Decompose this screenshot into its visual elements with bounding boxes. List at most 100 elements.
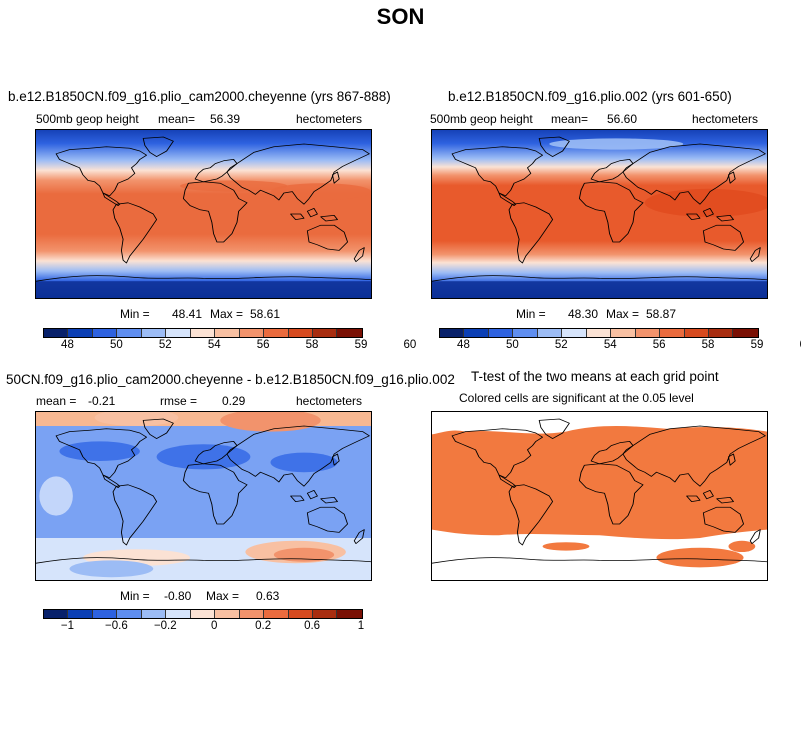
colorbar-swatch xyxy=(513,329,538,337)
colorbar-tick-label: −1 xyxy=(60,620,75,632)
colorbar-swatch xyxy=(239,610,265,618)
colorbar-tick-label: 52 xyxy=(554,339,568,351)
panel1-field xyxy=(36,130,371,298)
colorbar-swatch xyxy=(117,329,142,337)
panel3-field-feature xyxy=(156,444,251,470)
colorbar-tick-label: 60 xyxy=(800,339,801,351)
colorbar-swatch xyxy=(337,610,362,618)
panel3-field-feature xyxy=(59,441,140,461)
panel3-field-feature xyxy=(270,452,338,473)
colorbar-tick-label: 56 xyxy=(256,339,270,351)
panel2-field-feature xyxy=(549,138,684,150)
colorbar-swatch xyxy=(312,610,338,618)
panel4-map xyxy=(431,411,768,581)
panel3-mean-value: -0.21 xyxy=(88,394,116,408)
colorbar-swatch xyxy=(733,329,758,337)
panel3-rmse-value: 0.29 xyxy=(222,394,246,408)
panel1-mean-label: mean= xyxy=(158,112,196,126)
colorbar-swatch xyxy=(611,329,636,337)
colorbar-swatch xyxy=(141,329,167,337)
colorbar-swatch xyxy=(562,329,587,337)
panel1-max-label: Max = xyxy=(210,307,244,321)
colorbar-tick-label: 54 xyxy=(603,339,617,351)
panel3-min-label: Min = xyxy=(120,589,150,603)
panel4-significant-region xyxy=(542,542,590,551)
panel4-title: T-test of the two means at each grid poi… xyxy=(471,369,719,384)
colorbar-swatch xyxy=(92,610,118,618)
panel3-max-label: Max = xyxy=(206,589,240,603)
colorbar-swatch xyxy=(92,329,118,337)
panel3-mean-label: mean = xyxy=(36,394,77,408)
colorbar-swatch xyxy=(288,610,313,618)
panel2-units: hectometers xyxy=(692,112,759,126)
panel3-rmse-label: rmse = xyxy=(160,394,198,408)
panel3-field-feature xyxy=(39,476,73,516)
colorbar-swatch xyxy=(141,610,167,618)
colorbar-tick-label: 50 xyxy=(505,339,519,351)
panel1-map xyxy=(35,129,372,299)
panel1-min-label: Min = xyxy=(120,307,150,321)
panel1-field-feature xyxy=(180,180,288,192)
colorbar-swatch xyxy=(264,610,289,618)
colorbar-swatch xyxy=(44,610,69,618)
panel2-heatmap xyxy=(432,130,767,298)
colorbar-tick-label: 48 xyxy=(61,339,74,351)
panel1-max-value: 58.61 xyxy=(250,307,281,321)
panel2-mean-value: 56.60 xyxy=(607,112,638,126)
panel2-max-value: 58.87 xyxy=(646,307,677,321)
panel3-title: 50CN.f09_g16.plio_cam2000.cheyenne - b.e… xyxy=(6,372,455,387)
panel3-colorbar xyxy=(43,609,363,619)
colorbar-swatch xyxy=(288,329,313,337)
panel2-title: b.e12.B1850CN.f09_g16.plio.002 (yrs 601-… xyxy=(448,89,732,104)
colorbar-swatch xyxy=(708,329,734,337)
panel2-mean-label: mean= xyxy=(551,112,589,126)
colorbar-swatch xyxy=(44,329,69,337)
panel3-units: hectometers xyxy=(296,394,363,408)
panel1-min-value: 48.41 xyxy=(172,307,203,321)
colorbar-swatch xyxy=(635,329,661,337)
colorbar-swatch xyxy=(215,610,240,618)
colorbar-swatch xyxy=(166,610,191,618)
colorbar-tick-label: 58 xyxy=(701,339,715,351)
panel2-map xyxy=(431,129,768,299)
colorbar-tick-label: 54 xyxy=(207,339,221,351)
panel3-field-feature xyxy=(273,547,335,562)
colorbar-tick-label: 48 xyxy=(457,339,470,351)
colorbar-swatch xyxy=(464,329,489,337)
colorbar-tick-label: 0.2 xyxy=(255,620,272,632)
panel3-field-feature xyxy=(69,560,154,578)
panel4-significant-region xyxy=(656,547,744,568)
panel1-colorbar xyxy=(43,328,363,338)
colorbar-tick-label: 52 xyxy=(158,339,172,351)
colorbar-swatch xyxy=(190,329,216,337)
panel4-significant-region xyxy=(432,426,767,540)
colorbar-swatch xyxy=(312,329,338,337)
colorbar-tick-label: 0 xyxy=(211,620,218,632)
colorbar-swatch xyxy=(684,329,709,337)
panel1-units: hectometers xyxy=(296,112,363,126)
colorbar-swatch xyxy=(239,329,265,337)
panel2-colorbar xyxy=(439,328,759,338)
panel3-min-value: -0.80 xyxy=(164,589,192,603)
panel1-title: b.e12.B1850CN.f09_g16.plio_cam2000.cheye… xyxy=(8,89,391,104)
panel2-min-value: 48.30 xyxy=(568,307,599,321)
colorbar-tick-label: 59 xyxy=(354,339,368,351)
panel3-colorbar-ticks: −1 −0.6 −0.2 0 0.2 0.6 1 xyxy=(43,620,364,636)
colorbar-swatch xyxy=(68,610,93,618)
panel1-heatmap xyxy=(36,130,371,298)
panel2-variable: 500mb geop height xyxy=(430,112,533,126)
panel1-field-feature xyxy=(36,281,371,298)
colorbar-swatch xyxy=(117,610,142,618)
colorbar-swatch xyxy=(488,329,514,337)
panel3-heatmap xyxy=(36,412,371,580)
panel2-field-feature xyxy=(644,188,767,217)
colorbar-tick-label: 0.6 xyxy=(304,620,321,632)
colorbar-swatch xyxy=(440,329,465,337)
colorbar-tick-label: −0.2 xyxy=(153,620,177,632)
panel4-heatmap xyxy=(432,412,767,580)
colorbar-swatch xyxy=(264,329,289,337)
colorbar-tick-label: 58 xyxy=(305,339,319,351)
colorbar-swatch xyxy=(166,329,191,337)
colorbar-swatch xyxy=(586,329,612,337)
panel1-colorbar-ticks: 48 50 52 54 56 58 59 60 xyxy=(43,339,416,355)
